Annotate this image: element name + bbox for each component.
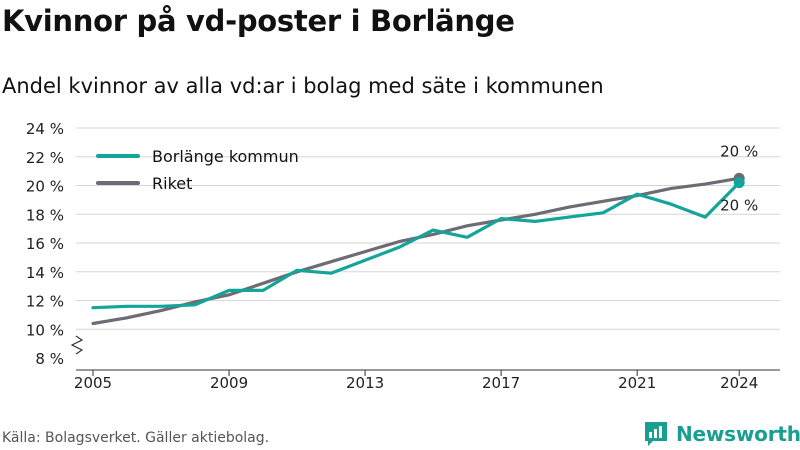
grid xyxy=(76,127,780,330)
x-tick-label-2024: 2024 xyxy=(720,374,758,392)
legend-label-riket: Riket xyxy=(152,174,192,193)
source-note: Källa: Bolagsverket. Gäller aktiebolag. xyxy=(2,430,270,446)
y-tick-label-20: 20 % xyxy=(26,178,64,196)
y-tick-label-12: 12 % xyxy=(26,293,64,311)
y-tick-label-14: 14 % xyxy=(26,264,64,282)
y-tick-label-10: 10 % xyxy=(26,321,64,339)
end-label-borlange: 20 % xyxy=(720,197,758,215)
legend-label-borlange: Borlänge kommun xyxy=(152,147,299,166)
y-tick-label-22: 22 % xyxy=(26,149,64,167)
line-chart: 8 % 10 % 12 % 14 % 16 % 18 % 20 % 22 % 24 % 2005… xyxy=(26,120,780,392)
series-endpoint-borlange xyxy=(733,177,745,189)
x-tick-label-2013: 2013 xyxy=(346,374,384,392)
series-group xyxy=(91,172,745,326)
series-line-borlange xyxy=(91,181,741,310)
legend: Borlänge kommun Riket xyxy=(96,147,299,193)
x-tick-label-2017: 2017 xyxy=(482,374,520,392)
brand-name: Newsworthy xyxy=(676,422,800,446)
end-label-riket: 20 % xyxy=(720,142,758,160)
y-tick-label-18: 18 % xyxy=(26,206,64,224)
page-subtitle: Andel kvinnor av alla vd:ar i bolag med … xyxy=(2,74,604,98)
x-axis: 2005 2009 2013 2017 2021 2024 xyxy=(74,369,780,392)
y-axis: 8 % 10 % 12 % 14 % 16 % 18 % 20 % 22 % 24 % xyxy=(26,120,84,368)
x-tick-label-2009: 2009 xyxy=(210,374,248,392)
y-tick-label-16: 16 % xyxy=(26,235,64,253)
y-axis-break-icon xyxy=(70,335,84,355)
newsworthy-logo-icon xyxy=(645,422,667,446)
brand-logo: Newsworthy xyxy=(644,420,800,448)
x-tick-label-2021: 2021 xyxy=(618,374,656,392)
series-line-riket xyxy=(91,176,741,326)
x-tick-label-2005: 2005 xyxy=(74,374,112,392)
end-labels: 20 % 20 % xyxy=(720,142,758,214)
page-title: Kvinnor på vd-poster i Borlänge xyxy=(2,4,515,38)
y-tick-label-24: 24 % xyxy=(26,120,64,138)
y-tick-label-8: 8 % xyxy=(35,350,64,368)
